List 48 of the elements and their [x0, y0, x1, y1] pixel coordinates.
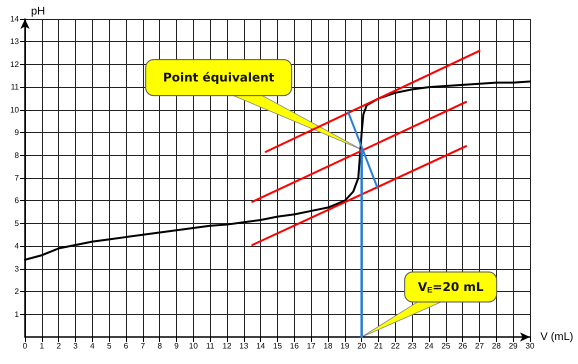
x-tick-label: 7 [140, 342, 146, 350]
x-tick-label: 14 [256, 342, 266, 350]
x-tick-label: 13 [239, 342, 249, 350]
y-tick-label: 13 [10, 37, 20, 46]
y-tick-label: 8 [14, 150, 20, 160]
x-tick-label: 2 [56, 342, 62, 350]
x-tick-label: 18 [324, 342, 333, 350]
y-tick-label: 5 [14, 218, 20, 228]
x-tick-label: 3 [73, 342, 78, 350]
y-tick-label: 4 [14, 242, 20, 251]
y-axis-title: pH [31, 6, 46, 18]
y-tick-label: 9 [14, 128, 20, 138]
x-tick-label: 0 [22, 342, 28, 350]
x-tick-label: 4 [90, 342, 96, 350]
y-tick-label: 2 [14, 287, 20, 296]
x-tick-label: 8 [157, 342, 162, 350]
x-axis-title: V (mL) [540, 331, 574, 343]
x-tick-label: 6 [124, 342, 129, 350]
x-tick-label: 22 [390, 342, 400, 350]
y-tick-label: 1 [14, 310, 20, 319]
x-tick-label: 19 [340, 342, 350, 350]
x-tick-label: 23 [408, 342, 418, 350]
x-tick-label: 27 [475, 342, 484, 350]
y-tick-label: 14 [10, 14, 20, 24]
x-tick-label: 1 [40, 342, 45, 350]
y-tick-label: 10 [10, 105, 20, 114]
x-tick-label: 29 [508, 342, 518, 350]
x-tick-label: 24 [424, 342, 434, 350]
x-tick-label: 16 [290, 342, 300, 350]
x-tick-label: 12 [222, 342, 232, 350]
x-tick-label: 30 [526, 342, 535, 350]
y-tick-label: 7 [14, 174, 20, 182]
y-tick-label: 11 [10, 82, 20, 92]
x-tick-label: 20 [357, 342, 367, 350]
y-tick-label: 6 [14, 196, 20, 206]
x-tick-label: 21 [374, 342, 384, 350]
y-tick-label: 12 [10, 60, 20, 69]
x-tick-label: 9 [174, 342, 180, 350]
x-tick-label: 25 [441, 342, 451, 350]
x-tick-label: 15 [273, 342, 282, 350]
annotation: Point équivalent [162, 70, 275, 85]
x-tick-label: 28 [492, 342, 502, 350]
y-tick-label: 3 [14, 264, 20, 274]
x-tick-label: 17 [306, 342, 316, 350]
x-tick-label: 11 [206, 342, 215, 350]
x-tick-label: 26 [458, 342, 468, 350]
x-tick-label: 10 [188, 342, 198, 350]
x-tick-label: 5 [106, 342, 112, 350]
